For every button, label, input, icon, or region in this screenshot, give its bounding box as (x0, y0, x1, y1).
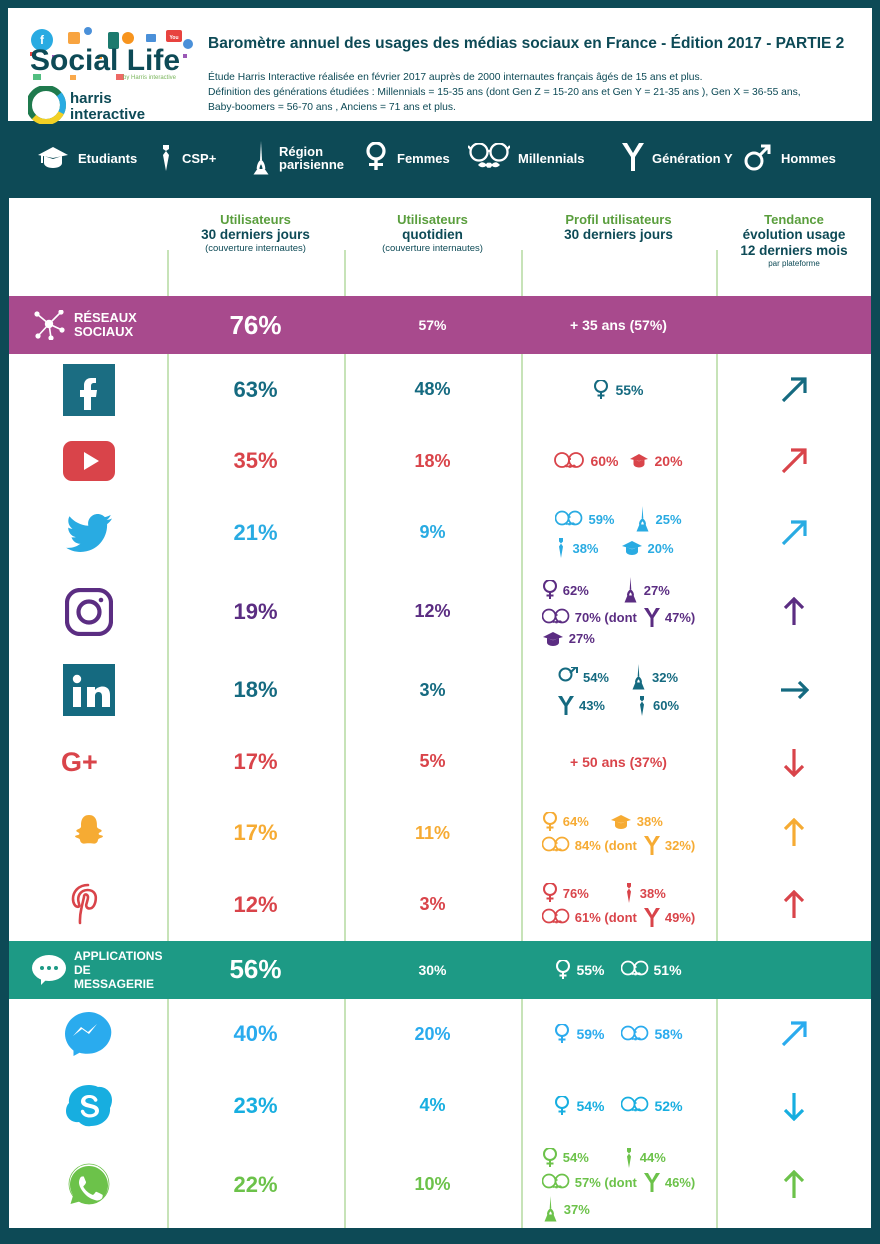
svg-text:harris: harris (70, 90, 112, 107)
svg-text:by Harris interactive: by Harris interactive (123, 75, 177, 80)
svg-text:G+: G+ (61, 747, 98, 777)
svg-text:Social Life: Social Life (30, 44, 180, 77)
svg-text:You: You (169, 35, 178, 41)
svg-text:interactive: interactive (70, 106, 145, 123)
